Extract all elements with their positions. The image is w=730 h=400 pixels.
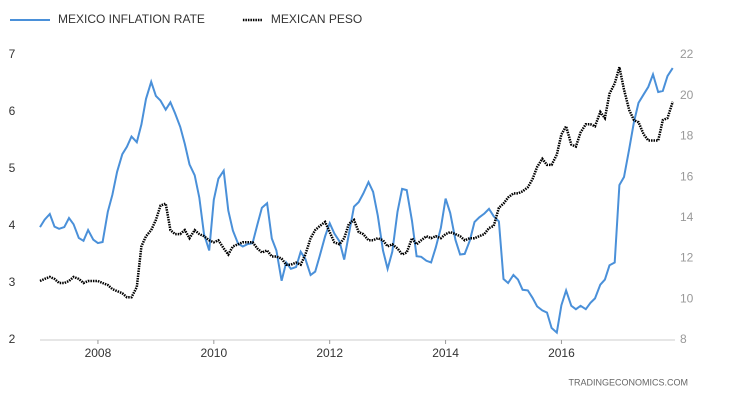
- y2-tick-label: 22: [680, 47, 694, 61]
- y2-tick-label: 12: [680, 251, 694, 265]
- y-tick-label: 7: [9, 47, 16, 61]
- y-tick-label: 5: [9, 161, 16, 175]
- y-tick-label: 4: [9, 218, 16, 232]
- series-line: [39, 66, 674, 299]
- y2-tick-label: 8: [680, 332, 687, 346]
- y2-tick-label: 18: [680, 129, 694, 143]
- y2-tick-label: 14: [680, 210, 694, 224]
- y-tick-label: 2: [9, 332, 16, 346]
- x-tick-label: 2012: [316, 346, 343, 360]
- y-tick-label: 6: [9, 104, 16, 118]
- footer: TRADINGECONOMICS.COM: [568, 377, 688, 387]
- legend-label: MEXICO INFLATION RATE: [58, 12, 205, 26]
- y2-tick-label: 16: [680, 169, 694, 183]
- x-tick-label: 2016: [548, 346, 575, 360]
- x-tick-label: 2014: [432, 346, 459, 360]
- y2-tick-label: 20: [680, 88, 694, 102]
- x-tick-label: 2008: [85, 346, 112, 360]
- y-tick-label: 3: [9, 275, 16, 289]
- series-line: [39, 67, 674, 335]
- y2-tick-label: 10: [680, 291, 694, 305]
- x-tick-label: 2010: [200, 346, 227, 360]
- legend-label: MEXICAN PESO: [271, 12, 362, 26]
